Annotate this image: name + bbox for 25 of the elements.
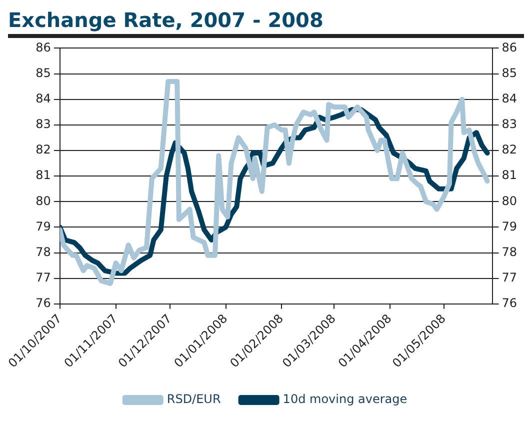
y-tick-label: 77 bbox=[36, 270, 51, 284]
y2-tick-label: 86 bbox=[502, 40, 518, 54]
y2-tick-label: 80 bbox=[502, 194, 518, 208]
legend-label: RSD/EUR bbox=[166, 392, 221, 406]
y-tick-label: 83 bbox=[36, 117, 51, 132]
y2-tick-label: 76 bbox=[502, 296, 518, 310]
y2-tick-label: 78 bbox=[502, 244, 518, 259]
y-tick-label: 80 bbox=[36, 194, 51, 208]
y2-tick-label: 83 bbox=[502, 117, 518, 132]
y-tick-label: 78 bbox=[36, 244, 51, 259]
y-tick-label: 82 bbox=[36, 142, 51, 157]
y2-tick-label: 79 bbox=[502, 219, 518, 234]
y2-tick-label: 81 bbox=[502, 168, 518, 182]
y2-tick-label: 82 bbox=[502, 142, 518, 157]
y2-tick-label: 85 bbox=[502, 66, 518, 80]
y-tick-label: 85 bbox=[36, 66, 51, 80]
y-tick-label: 81 bbox=[36, 168, 51, 182]
y2-tick-label: 77 bbox=[502, 270, 518, 284]
y-tick-label: 79 bbox=[36, 219, 51, 234]
chart-title: Exchange Rate, 2007 - 2008 bbox=[8, 8, 324, 32]
y-tick-label: 76 bbox=[36, 296, 51, 310]
legend-label: 10d moving average bbox=[282, 392, 408, 406]
y-tick-label: 84 bbox=[36, 91, 51, 106]
y2-tick-label: 84 bbox=[502, 91, 518, 106]
y-tick-label: 86 bbox=[36, 40, 51, 54]
